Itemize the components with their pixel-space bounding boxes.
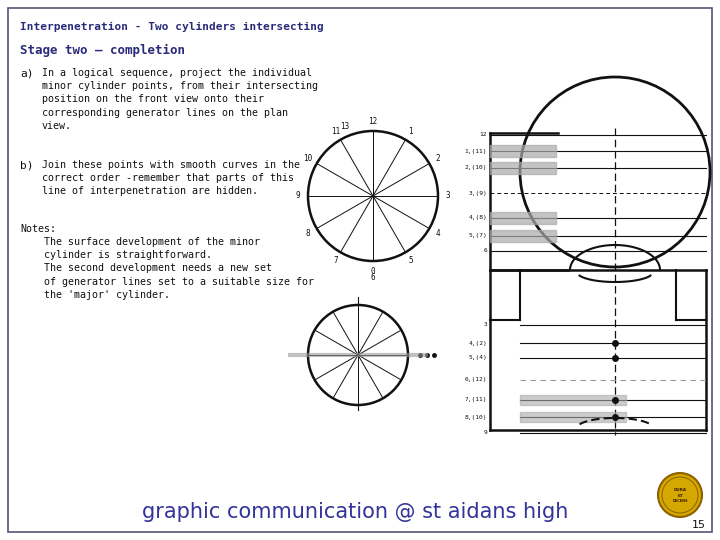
Text: The surface development of the minor
    cylinder is straightforward.
    The se: The surface development of the minor cyl… — [20, 237, 314, 300]
Text: 10: 10 — [303, 154, 312, 163]
Text: 6: 6 — [483, 248, 487, 253]
Text: 6: 6 — [371, 273, 375, 282]
Text: 8,(10): 8,(10) — [464, 415, 487, 420]
Text: 7: 7 — [333, 256, 338, 266]
Text: ET: ET — [678, 494, 683, 498]
Text: 4: 4 — [436, 229, 440, 238]
Text: 4,(8): 4,(8) — [468, 215, 487, 220]
Text: 1,(11): 1,(11) — [464, 148, 487, 153]
Text: 7,(11): 7,(11) — [464, 397, 487, 402]
Text: 9: 9 — [483, 430, 487, 435]
Text: 2: 2 — [436, 154, 440, 163]
Text: 3,(9): 3,(9) — [468, 191, 487, 195]
Text: 1: 1 — [408, 126, 413, 136]
Text: 15: 15 — [692, 520, 706, 530]
Text: 3: 3 — [446, 192, 450, 200]
Text: 12: 12 — [480, 132, 487, 138]
Text: 9: 9 — [296, 192, 300, 200]
Text: 8: 8 — [306, 229, 310, 238]
Circle shape — [658, 473, 702, 517]
Text: 5: 5 — [408, 256, 413, 266]
Text: 3: 3 — [483, 322, 487, 327]
Text: 12: 12 — [369, 117, 377, 125]
Text: 2,(10): 2,(10) — [464, 165, 487, 171]
Text: Join these points with smooth curves in the
correct order -remember that parts o: Join these points with smooth curves in … — [42, 160, 300, 197]
Text: graphic communication @ st aidans high: graphic communication @ st aidans high — [142, 502, 568, 522]
Text: 0: 0 — [371, 267, 375, 275]
Text: Stage two — completion: Stage two — completion — [20, 44, 185, 57]
Text: In a logical sequence, project the individual
minor cylinder points, from their : In a logical sequence, project the indiv… — [42, 68, 318, 131]
Text: DURA: DURA — [673, 488, 687, 492]
Text: Notes:: Notes: — [20, 224, 56, 234]
Text: DECENS: DECENS — [672, 499, 688, 503]
Text: 6,(12): 6,(12) — [464, 377, 487, 382]
Text: 4,(2): 4,(2) — [468, 341, 487, 346]
Text: a): a) — [20, 68, 34, 78]
Text: 11: 11 — [331, 126, 340, 136]
Text: Interpenetration - Two cylinders intersecting: Interpenetration - Two cylinders interse… — [20, 22, 324, 32]
Text: 13: 13 — [340, 122, 349, 131]
Text: 5,(7): 5,(7) — [468, 233, 487, 239]
Text: b): b) — [20, 160, 34, 170]
Text: 5,(4): 5,(4) — [468, 355, 487, 361]
